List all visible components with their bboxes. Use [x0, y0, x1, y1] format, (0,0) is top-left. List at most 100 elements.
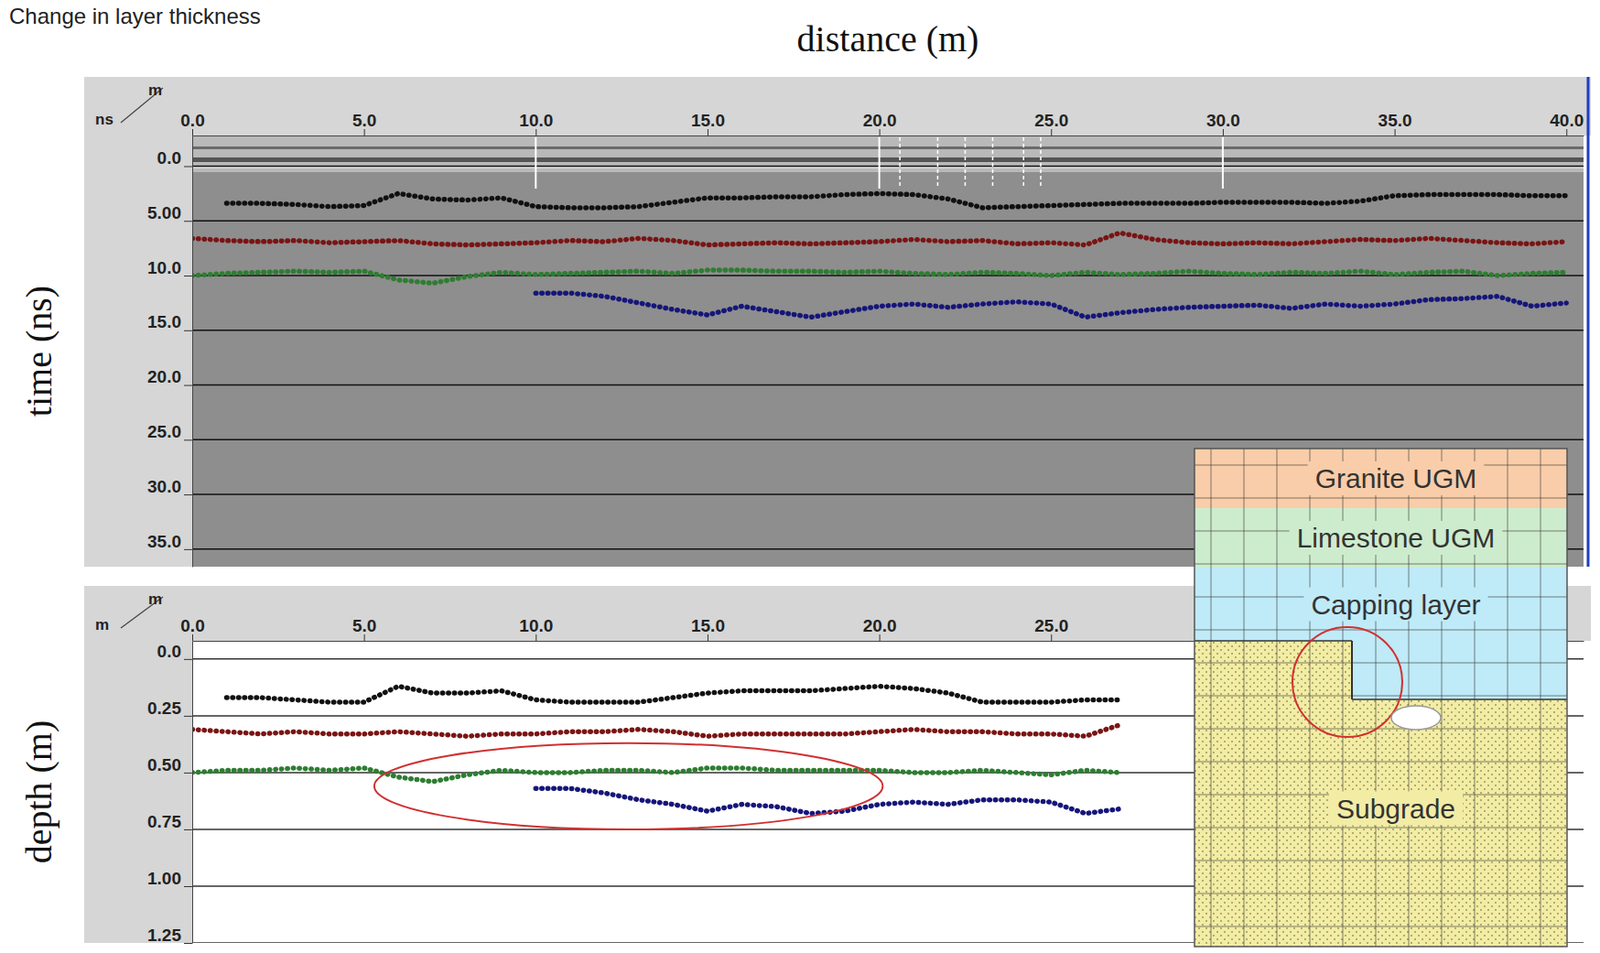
marker-line [964, 137, 967, 189]
page-title: Change in layer thickness [9, 3, 261, 29]
highlight-ellipse [374, 743, 883, 830]
tick-mark [183, 772, 193, 774]
marker-line [1022, 137, 1025, 189]
tick-label: 0.0 [180, 616, 205, 636]
tick: 0.0 [180, 110, 205, 136]
tick-label: 40.0 [1549, 110, 1584, 130]
tick: 15.0 [147, 312, 193, 332]
tick: 25.0 [1034, 616, 1069, 641]
tick: 5.00 [147, 203, 193, 223]
layer-label-box [1303, 587, 1488, 622]
layer-label: Limestone UGM [1297, 522, 1496, 553]
axis-strip [84, 585, 193, 943]
inset-grid-line [1194, 761, 1568, 763]
inset-grid-line [1507, 448, 1509, 947]
tick-label: 15.0 [691, 616, 725, 636]
tick: 0.75 [147, 811, 193, 832]
tick-label: 1.00 [147, 868, 182, 888]
band-stripe [192, 135, 1584, 173]
grid-line [192, 384, 1584, 387]
tick-label: 35.0 [147, 531, 182, 552]
marker-line [1039, 137, 1042, 189]
marker-line [1221, 137, 1224, 189]
tick: 20.0 [147, 367, 193, 387]
tick-label: 20.0 [863, 110, 898, 130]
tick-mark [183, 165, 193, 167]
inset-grid-line [1194, 497, 1568, 499]
grid-line [192, 219, 1584, 222]
tick: 25.0 [1034, 110, 1069, 136]
layer-label-box [1329, 791, 1463, 826]
tick-mark [183, 275, 193, 277]
marker-line [937, 137, 940, 189]
y-axis: 0.0 0.25 0.50 0.75 1.00 1.25 [147, 640, 193, 944]
tick-label: 25.0 [1034, 616, 1069, 636]
x-axis-title: distance (m) [797, 18, 980, 60]
tick-label: 15.0 [147, 312, 182, 332]
layer-label: Subgrade [1336, 793, 1456, 824]
tick-label: 30.0 [147, 476, 182, 497]
band-stripe [192, 165, 1584, 169]
layer-label-box [1289, 520, 1503, 555]
tick: 35.0 [147, 531, 193, 552]
tick: 0.0 [157, 640, 193, 660]
inset-grid-line [1194, 563, 1568, 565]
axis-strip [192, 76, 1591, 136]
tick-label: 25.0 [1034, 110, 1069, 130]
corner-unit: m [148, 81, 163, 99]
horizon-line [192, 767, 1120, 782]
layer-label-box [1308, 461, 1485, 496]
tick-mark [707, 129, 709, 136]
inset-border [1194, 448, 1568, 947]
layer-label: Granite UGM [1315, 463, 1478, 494]
tick-mark [183, 715, 193, 717]
inset-diagram: Granite UGM Limestone UGM Capping layer Sub… [1194, 448, 1568, 947]
y-axis: 0.0 5.00 10.0 15.0 20.0 25.0 30.0 35.0 [147, 136, 193, 568]
tick: 0.0 [157, 148, 193, 168]
tick-label: 0.50 [147, 755, 182, 775]
marks [192, 137, 1567, 317]
layer-label: Capping layer [1310, 589, 1481, 620]
tick-mark [192, 129, 194, 136]
inset-grid-line [1194, 695, 1568, 697]
horizon-line [192, 724, 1120, 736]
tick-mark [183, 942, 193, 944]
tick: 30.0 [147, 476, 193, 497]
tick-mark [183, 659, 193, 660]
tick-label: 30.0 [1206, 110, 1241, 130]
tick-mark [183, 549, 193, 551]
tick-mark [707, 634, 709, 641]
tick: 0.25 [147, 698, 193, 718]
axis-line [192, 641, 194, 944]
inset-circle [1292, 627, 1403, 737]
tick-label: 0.75 [147, 811, 182, 832]
tick: 20.0 [863, 616, 898, 641]
tick-label: 5.0 [352, 110, 377, 130]
horizon-line [535, 788, 1120, 813]
tick-mark [183, 829, 193, 831]
tick-mark [1394, 129, 1396, 136]
tick: 35.0 [1378, 110, 1413, 136]
tick-label: 20.0 [147, 367, 182, 387]
marks [192, 686, 1120, 830]
inset-grid-line [1194, 629, 1568, 631]
corner-unit: m [95, 616, 109, 634]
layer-boundary [1351, 698, 1568, 701]
tick: 40.0 [1549, 110, 1584, 136]
tick: 1.25 [147, 925, 193, 945]
marker-line [534, 137, 537, 189]
inset-grid-line [1194, 728, 1568, 730]
tick: 30.0 [1206, 110, 1241, 136]
frame-edge [1587, 76, 1590, 567]
tick-mark [183, 886, 193, 887]
chart-root: Change in layer thickness 0.0 5.0 10.0 15.0 2… [0, 0, 1600, 953]
tick: 10.0 [518, 616, 553, 641]
tick-label: 0.0 [157, 640, 182, 660]
tick-label: 10.0 [147, 258, 182, 278]
tick: 25.0 [147, 421, 193, 442]
inset-grid-line [1276, 448, 1278, 947]
tick: 20.0 [863, 110, 898, 136]
tick-mark [183, 385, 193, 387]
layer-granite [1194, 448, 1568, 509]
inset-grid-line [1194, 893, 1568, 895]
